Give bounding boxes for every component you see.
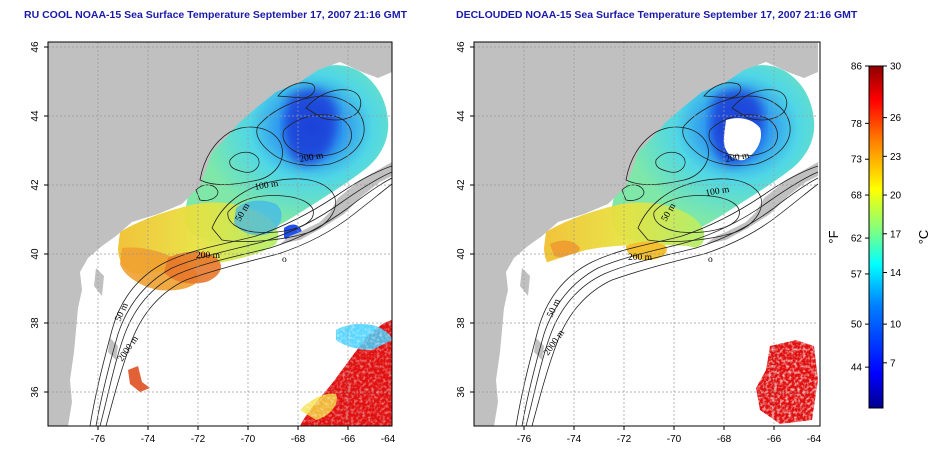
left-map-title: RU COOL NOAA-15 Sea Surface Temperature … [24, 9, 408, 21]
left-lat-tick: 42 [30, 179, 41, 191]
colorbar-f-tick-label: 73 [851, 155, 863, 166]
left-lon-tick: -72 [191, 434, 206, 445]
left-lon-tick: -70 [241, 434, 256, 445]
left-axes [44, 46, 349, 430]
contour-label-200m-shelf: 200 m [196, 251, 221, 261]
colorbar-c-tick-label: 30 [890, 62, 902, 73]
left-lat-tick: 46 [30, 41, 41, 53]
colorbar-f-tick-label: 50 [851, 320, 863, 331]
right-map-title: DECLOUDED NOAA-15 Sea Surface Temperatur… [456, 9, 858, 21]
contour-label-100m: 100 m [254, 179, 280, 193]
right-axes [470, 46, 775, 430]
left-lon-tick: -64 [381, 434, 396, 445]
right-lon-tick: -64 [807, 434, 822, 445]
temperature-colorbar: 86 78 73 68 62 57 50 44 30 26 23 20 17 14 10 7 °F °C [826, 62, 931, 409]
right-lon-tick: -70 [667, 434, 682, 445]
right-lat-tick: 40 [456, 248, 467, 260]
right-lat-tick: 46 [456, 41, 467, 53]
right-lat-tick: 38 [456, 317, 467, 329]
colorbar-c-tick-label: 17 [890, 229, 902, 240]
left-lat-tick: 40 [30, 248, 41, 260]
colorbar-f-tick-label: 62 [851, 234, 863, 245]
right-lat-tick: 44 [456, 110, 467, 122]
right-sst-map-declouded: 200 m 100 m 50 m 200 m 50 m 2000 m o [473, 41, 821, 427]
colorbar-c-tick-label: 20 [890, 191, 902, 202]
right-lon-tick: -72 [617, 434, 632, 445]
colorbar-f-tick-label: 57 [851, 269, 863, 280]
right-lon-tick: -66 [767, 434, 782, 445]
left-sst-map: 200 m 100 m 50 m 200 m 50 m 2000 m o [47, 41, 393, 427]
left-lon-tick: -68 [291, 434, 306, 445]
contour-label-200m-north: 200 m [299, 151, 325, 165]
left-lat-tick: 38 [30, 317, 41, 329]
contour-label-200m-shelf-right: 200 m [628, 253, 653, 263]
colorbar-f-tick-label: 68 [851, 191, 863, 202]
colorbar-ticks: 86 78 73 68 62 57 50 44 30 26 23 20 17 14 10 7 [851, 62, 902, 374]
colorbar-c-tick-label: 14 [890, 268, 902, 279]
fahrenheit-unit-label: °F [826, 230, 841, 243]
colorbar-c-tick-label: 26 [890, 113, 902, 124]
contour-label-small-right: o [708, 255, 713, 265]
colorbar-c-tick-label: 7 [890, 358, 896, 369]
colorbar-f-tick-label: 86 [851, 62, 863, 73]
contour-label-200m-north-right: 200 m [725, 151, 751, 165]
colorbar-c-tick-label: 23 [890, 152, 902, 163]
right-lon-tick: -74 [567, 434, 582, 445]
colorbar-f-tick-label: 78 [851, 119, 863, 130]
colorbar-c-tick-label: 10 [890, 320, 902, 331]
right-lon-tick: -68 [717, 434, 732, 445]
colorbar-f-tick-label: 44 [851, 363, 863, 374]
left-lat-tick: 44 [30, 110, 41, 122]
right-lat-tick: 42 [456, 179, 467, 191]
left-lon-tick: -74 [141, 434, 156, 445]
colorbar-gradient [868, 65, 884, 409]
contour-label-100m-right: 100 m [705, 185, 731, 199]
celsius-unit-label: °C [916, 230, 931, 245]
left-lat-tick: 36 [30, 386, 41, 398]
right-lon-tick: -76 [517, 434, 532, 445]
contour-label-small: o [282, 255, 287, 265]
sst-field [58, 42, 392, 426]
left-lon-tick: -76 [91, 434, 106, 445]
left-lon-tick: -66 [341, 434, 356, 445]
right-lat-tick: 36 [456, 386, 467, 398]
